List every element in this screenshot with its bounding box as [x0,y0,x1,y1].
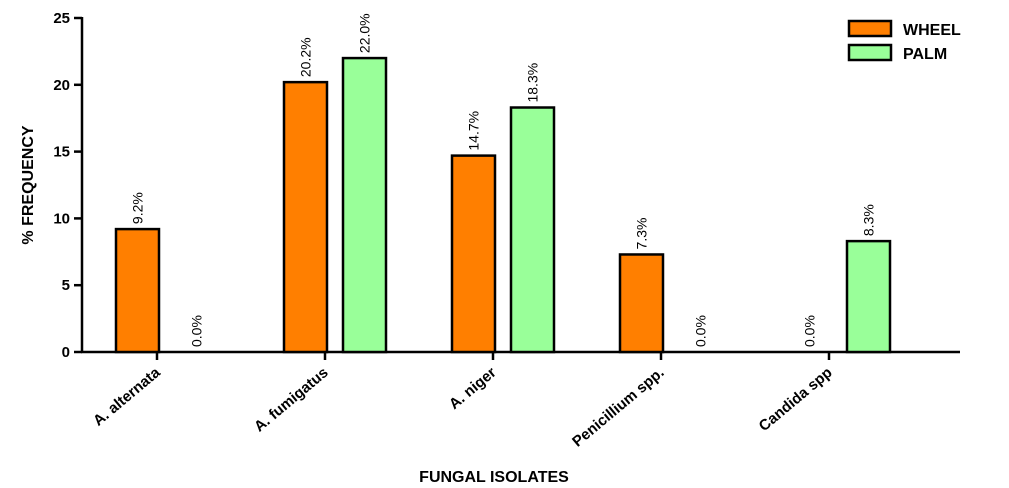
bars [114,56,892,354]
bar-wheel [618,253,665,354]
y-axis: 0 5 10 15 20 25 [53,10,84,361]
bar-palm [845,239,892,354]
bar-wheel [114,227,161,354]
legend-swatch-wheel [847,19,893,38]
data-label: 0.0% [802,315,818,347]
bar-wheel [282,80,329,354]
x-tick-label: Penicillium spp. [569,364,667,450]
bar-wheel [450,154,497,354]
x-tick-label: A. alternata [90,364,164,430]
data-label: 0.0% [693,315,709,347]
y-tick-label: 0 [62,344,70,361]
y-tick-label: 25 [53,10,70,27]
data-labels: 9.2% 0.0% 20.2% 22.0% 14.7% 18.3% 7.3% 0.0% 0.0%… [130,13,877,347]
data-label: 18.3% [525,63,541,103]
x-axis: A. alternata A. fumigatus A. niger Penicill… [81,350,960,450]
y-tick-label: 10 [53,210,70,227]
data-label: 0.0% [189,315,205,347]
x-axis-title: FUNGAL ISOLATES [419,469,569,486]
y-axis-title: % FREQUENCY [20,125,37,244]
bar-palm [341,56,388,354]
legend-label-palm: PALM [903,46,947,63]
data-label: 9.2% [130,192,146,224]
legend-swatch-palm [847,43,893,62]
legend-label-wheel: WHEEL [903,22,961,39]
y-tick-label: 15 [53,144,70,161]
x-tick-label: A. niger [446,364,500,413]
y-tick-label: 5 [62,277,70,294]
data-label: 7.3% [634,218,650,250]
bar-palm [509,106,556,354]
data-label: 8.3% [861,204,877,236]
data-label: 22.0% [357,13,373,53]
data-label: 20.2% [298,37,314,77]
data-label: 14.7% [466,111,482,151]
y-tick-label: 20 [53,77,70,94]
x-tick-label: A. fumigatus [251,364,332,435]
x-tick-label: Candida spp [756,364,836,435]
legend: WHEEL PALM [847,19,961,63]
